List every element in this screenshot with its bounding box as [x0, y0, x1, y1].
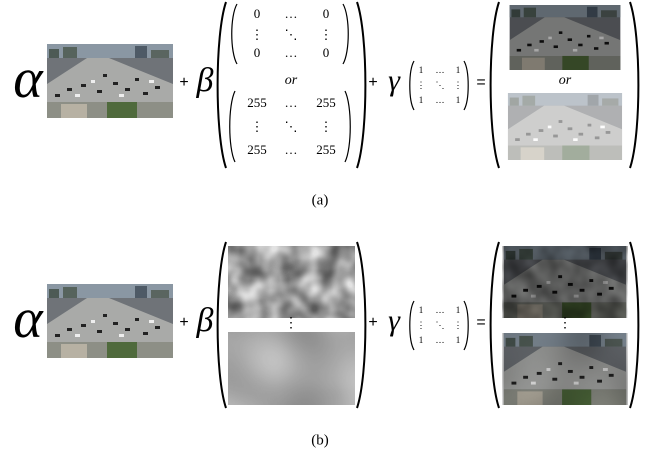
bracket-right: [464, 61, 468, 110]
bracket-left: [491, 2, 499, 168]
equals: =: [476, 314, 485, 331]
matrix-entry: 0: [323, 45, 330, 60]
or: or: [559, 73, 572, 88]
vertical-ellipsis: ⋮: [284, 316, 298, 331]
bracket-left: [232, 4, 237, 64]
matrix-entry: ⋱: [285, 119, 298, 134]
matrix-entry: ⋮: [417, 320, 426, 330]
matrix-entry: 1: [419, 335, 424, 345]
matrix-entry: ⋱: [285, 27, 298, 42]
bracket-right: [345, 91, 350, 162]
plus: +: [179, 74, 188, 91]
gamma: γ: [388, 304, 401, 337]
alpha: α: [13, 288, 44, 350]
bracket-right: [357, 2, 365, 168]
matrix-entry: 255: [316, 95, 336, 110]
panel-label: (b): [311, 432, 329, 448]
matrix-entry: …: [436, 335, 445, 345]
matrix-entry: ⋮: [454, 80, 463, 90]
matrix-entry: ⋮: [320, 27, 333, 42]
or: or: [285, 73, 298, 88]
result-image: [510, 5, 621, 70]
matrix-entry: 1: [456, 65, 461, 75]
matrix-entry: …: [285, 142, 298, 157]
matrix-entry: …: [436, 305, 445, 315]
matrix-entry: 1: [456, 335, 461, 345]
bracket-left: [230, 91, 235, 162]
matrix-entry: 255: [247, 95, 267, 110]
matrix-entry: 0: [254, 6, 261, 21]
matrix-entry: ⋮: [454, 320, 463, 330]
bracket-left: [218, 2, 226, 168]
bracket-right: [343, 4, 348, 64]
bracket-left: [410, 301, 414, 350]
matrix-entry: 255: [316, 142, 336, 157]
input-image: [47, 284, 173, 358]
matrix-entry: …: [436, 65, 445, 75]
result-image: [508, 93, 622, 160]
plus: +: [368, 314, 377, 331]
matrix-entry: 1: [419, 305, 424, 315]
noise-pattern: [502, 333, 628, 405]
noise-pattern: [228, 246, 355, 318]
figure: α + β 0 … 0 ⋮ ⋱ ⋮ 0 … 0 or 255 … 255 ⋮ ⋱ ⋮ 255 … 255 + γ 1 … 1 ⋮ ⋱ ⋮ 1…: [0, 0, 652, 456]
plus: +: [368, 74, 377, 91]
vertical-ellipsis: ⋮: [558, 316, 572, 331]
gamma: γ: [388, 64, 401, 97]
bracket-right: [630, 2, 638, 168]
matrix-entry: 1: [456, 95, 461, 105]
matrix-entry: …: [436, 95, 445, 105]
matrix-entry: ⋮: [251, 119, 264, 134]
noise-pattern: [502, 246, 628, 318]
matrix-entry: ⋮: [320, 119, 333, 134]
matrix-entry: 1: [419, 95, 424, 105]
alpha: α: [13, 48, 44, 110]
matrix-entry: ⋮: [251, 27, 264, 42]
matrix-entry: ⋱: [436, 80, 445, 90]
bracket-left: [218, 242, 226, 408]
noise-pattern: [228, 332, 355, 405]
bracket-left: [491, 242, 499, 408]
equals: =: [476, 74, 485, 91]
bracket-right: [357, 242, 365, 408]
matrix-entry: …: [285, 95, 298, 110]
bracket-left: [410, 61, 414, 110]
matrix-entry: …: [285, 45, 298, 60]
matrix-entry: ⋱: [436, 320, 445, 330]
plus: +: [179, 314, 188, 331]
matrix-entry: 0: [323, 6, 330, 21]
beta: β: [196, 62, 214, 99]
beta: β: [196, 302, 214, 339]
matrix-entry: 1: [456, 305, 461, 315]
bracket-right: [630, 242, 638, 408]
panel-label: (a): [312, 192, 329, 208]
bracket-right: [464, 301, 468, 350]
matrix-entry: 0: [254, 45, 261, 60]
matrix-entry: ⋮: [417, 80, 426, 90]
matrix-entry: 255: [247, 142, 267, 157]
matrix-entry: 1: [419, 65, 424, 75]
matrix-entry: …: [285, 6, 298, 21]
input-image: [47, 44, 173, 118]
